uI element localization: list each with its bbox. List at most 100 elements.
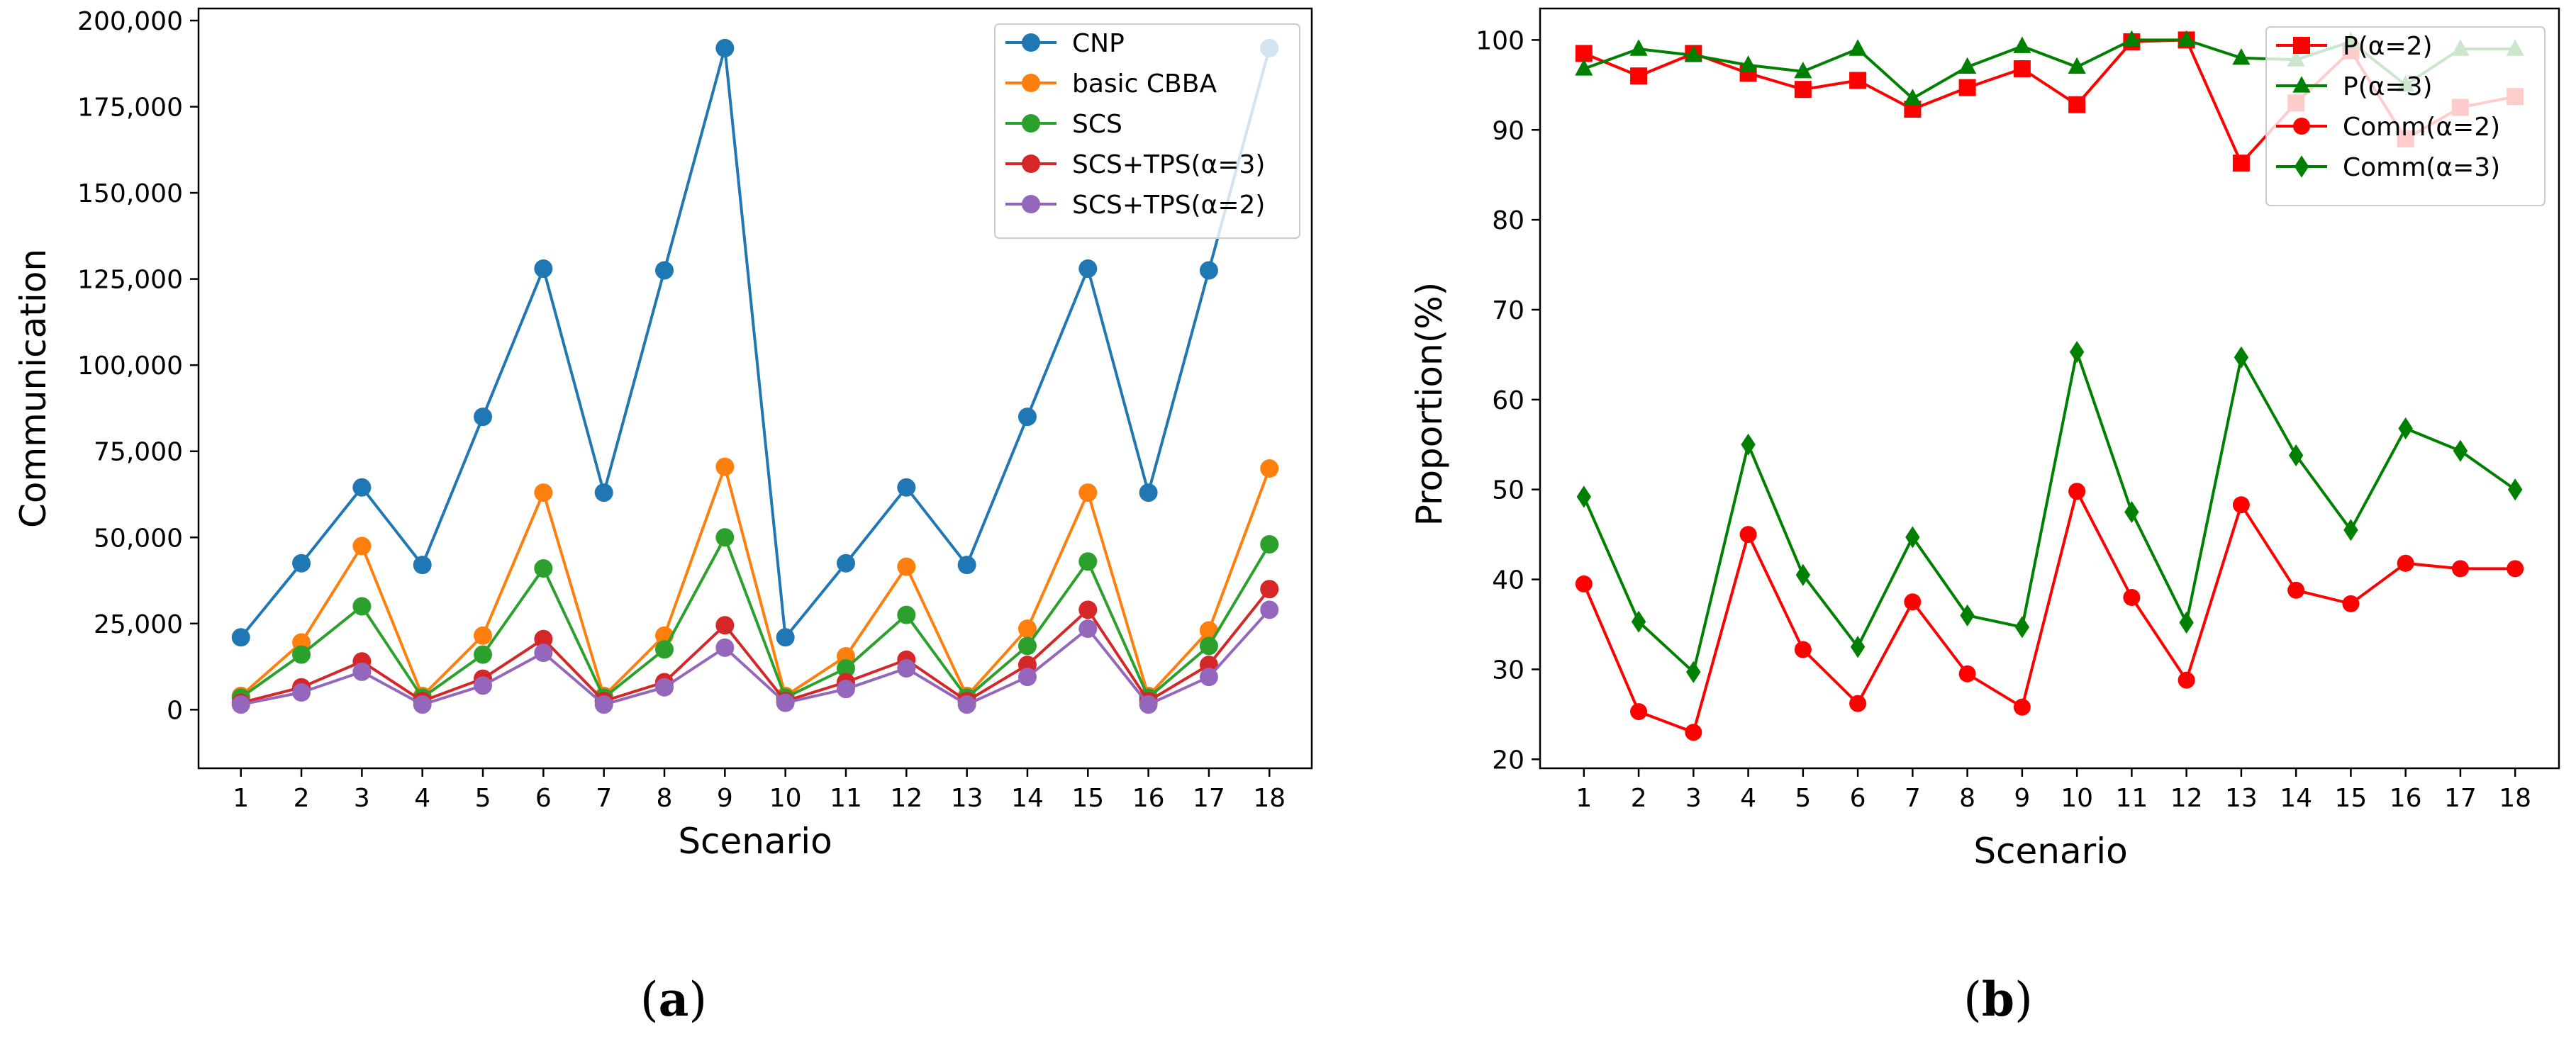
y-tick-label: 125,000 (77, 266, 183, 295)
data-point (534, 559, 553, 578)
legend-swatch-marker (2294, 155, 2309, 178)
data-point (2397, 554, 2414, 572)
legend-label: P(α=3) (2343, 72, 2433, 101)
data-point (413, 556, 432, 575)
x-axis-a: 1 2 3 4 5 6 7 8 9 10 11 12 13 14 15 16 17 18 (233, 768, 1286, 813)
data-point (1078, 259, 1098, 279)
data-point (2013, 36, 2031, 53)
legend-label: Comm(α=3) (2343, 153, 2500, 182)
data-point (2068, 483, 2086, 500)
data-point (897, 478, 916, 497)
data-point (836, 680, 855, 699)
data-point (1199, 261, 1218, 280)
y-tick-label: 100,000 (77, 352, 183, 381)
legend-entry: P(α=3) (2276, 72, 2433, 101)
legend-entry: P(α=2) (2276, 32, 2433, 61)
data-point (2179, 611, 2194, 634)
x-tick-label: 4 (1740, 784, 1756, 813)
legend-entry: basic CBBA (1005, 69, 1217, 99)
x-tick-label: 11 (830, 784, 862, 813)
data-point (2123, 588, 2141, 606)
data-point (1903, 89, 1922, 106)
y-tick-label: 50 (1492, 476, 1524, 505)
x-tick-label: 3 (354, 784, 370, 813)
data-point (1794, 62, 1812, 79)
x-tick-label: 5 (1795, 784, 1811, 813)
data-point (1575, 59, 1593, 76)
data-point (352, 537, 372, 556)
series-line (1582, 490, 2516, 734)
data-point (534, 483, 553, 502)
x-tick-label: 2 (294, 784, 310, 813)
data-point (2122, 30, 2141, 47)
data-point (1794, 81, 1812, 99)
data-point (292, 683, 311, 702)
data-point (1078, 552, 1098, 571)
legend-swatch-marker (2293, 37, 2310, 54)
data-point (2124, 500, 2139, 524)
legend-b: P(α=2) P(α=3) Comm(α=2) Comm(α=3) (2265, 26, 2546, 206)
data-point (1260, 459, 1279, 478)
data-point (1078, 483, 1098, 502)
data-point (2069, 341, 2085, 364)
data-point (2507, 560, 2524, 578)
caption-a-label: a (659, 972, 689, 1027)
data-point (2178, 30, 2196, 47)
data-point (836, 554, 855, 573)
legend-label: CNP (1072, 29, 1125, 58)
data-point (2287, 581, 2305, 599)
x-tick-label: 18 (1253, 784, 1286, 813)
data-point (1741, 433, 1756, 456)
data-point (292, 554, 311, 573)
data-point (413, 695, 432, 714)
y-axis-title-a: Communication (13, 249, 54, 528)
x-tick-label: 6 (1850, 784, 1866, 813)
legend-swatch-marker (1022, 33, 1040, 52)
data-point (1958, 79, 1976, 96)
y-tick-label: 0 (167, 696, 183, 725)
data-point (352, 597, 372, 616)
data-point (1739, 55, 1758, 72)
data-point (1199, 636, 1218, 656)
data-point (1078, 600, 1098, 619)
legend-entry: Comm(α=3) (2276, 153, 2500, 182)
y-tick-label: 60 (1492, 386, 1524, 415)
x-tick-label: 3 (1685, 784, 1702, 813)
data-point (2451, 560, 2469, 578)
data-point (1849, 39, 1867, 56)
x-tick-label: 15 (1071, 784, 1104, 813)
x-tick-label: 12 (890, 784, 922, 813)
data-point (231, 628, 250, 647)
series-line (240, 536, 1271, 700)
data-point (2232, 155, 2250, 172)
legend-label: basic CBBA (1072, 69, 1217, 99)
data-point (1199, 668, 1218, 687)
data-point (2398, 417, 2413, 440)
data-point (1017, 636, 1037, 656)
data-point (957, 695, 976, 714)
data-point (2014, 616, 2030, 639)
legend-frame-a (994, 23, 1300, 239)
data-point (1684, 45, 1702, 62)
data-point (897, 659, 916, 678)
data-point (474, 645, 493, 664)
data-point (474, 626, 493, 645)
data-point (352, 478, 372, 497)
x-tick-label: 5 (475, 784, 491, 813)
data-point (594, 483, 613, 502)
y-tick-label: 75,000 (94, 438, 183, 467)
legend-entry: SCS (1005, 110, 1122, 139)
data-point (2507, 478, 2523, 501)
data-point (2288, 444, 2304, 467)
data-point (1260, 600, 1279, 619)
data-point (1905, 526, 1920, 549)
data-point (1794, 641, 1812, 658)
x-tick-label: 6 (535, 784, 552, 813)
data-point (2068, 57, 2086, 74)
x-tick-label: 8 (657, 784, 673, 813)
data-point (534, 629, 553, 648)
y-tick-label: 40 (1492, 566, 1524, 595)
data-point (715, 616, 735, 635)
series-Comm(α=3) (1576, 341, 2523, 683)
